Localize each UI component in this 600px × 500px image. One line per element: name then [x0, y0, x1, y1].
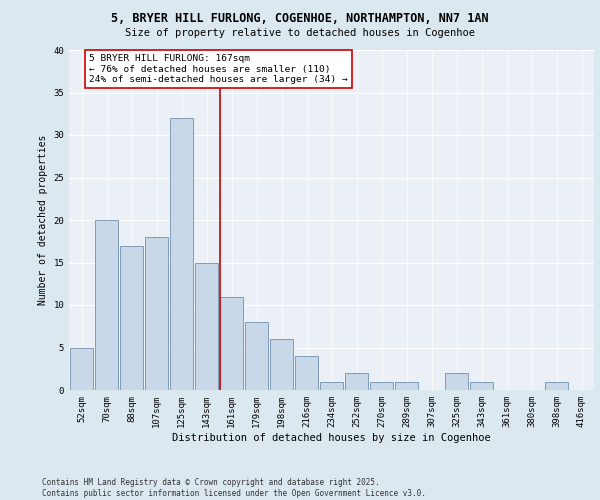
Bar	[320, 382, 343, 390]
Bar	[395, 382, 418, 390]
Bar	[195, 262, 218, 390]
Bar	[295, 356, 318, 390]
Bar	[145, 237, 168, 390]
Y-axis label: Number of detached properties: Number of detached properties	[38, 135, 48, 305]
Text: Size of property relative to detached houses in Cogenhoe: Size of property relative to detached ho…	[125, 28, 475, 38]
Bar	[545, 382, 568, 390]
Bar	[270, 339, 293, 390]
Bar	[470, 382, 493, 390]
Bar	[95, 220, 118, 390]
Text: 5 BRYER HILL FURLONG: 167sqm
← 76% of detached houses are smaller (110)
24% of s: 5 BRYER HILL FURLONG: 167sqm ← 76% of de…	[89, 54, 348, 84]
Text: 5, BRYER HILL FURLONG, COGENHOE, NORTHAMPTON, NN7 1AN: 5, BRYER HILL FURLONG, COGENHOE, NORTHAM…	[111, 12, 489, 26]
Bar	[370, 382, 393, 390]
Bar	[220, 296, 243, 390]
Bar	[245, 322, 268, 390]
Bar	[345, 373, 368, 390]
Bar	[120, 246, 143, 390]
Bar	[70, 348, 93, 390]
Text: Contains HM Land Registry data © Crown copyright and database right 2025.
Contai: Contains HM Land Registry data © Crown c…	[42, 478, 426, 498]
Bar	[170, 118, 193, 390]
Bar	[445, 373, 468, 390]
X-axis label: Distribution of detached houses by size in Cogenhoe: Distribution of detached houses by size …	[172, 432, 491, 442]
